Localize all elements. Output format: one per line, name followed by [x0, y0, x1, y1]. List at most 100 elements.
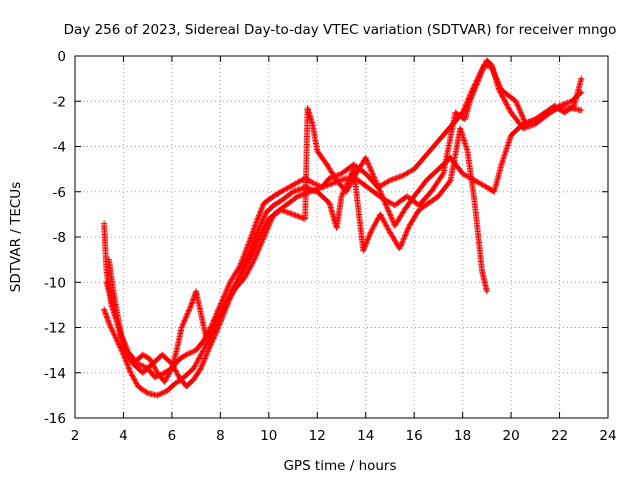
series-track-a — [101, 57, 585, 381]
x-tick-label: 2 — [71, 428, 80, 444]
data-point-segment — [110, 290, 124, 336]
x-tick-label: 10 — [260, 428, 277, 444]
data-point-segment — [173, 326, 185, 354]
data-markers — [101, 57, 585, 399]
data-point-segment — [205, 332, 218, 354]
data-point-segment — [147, 356, 160, 375]
y-tick-label: -2 — [53, 94, 66, 110]
data-point-segment — [457, 125, 470, 153]
data-point-segment — [355, 177, 373, 192]
x-tick-label: 6 — [168, 428, 177, 444]
data-point-segment — [377, 211, 393, 235]
chart-title: Day 256 of 2023, Sidereal Day-to-day VTE… — [64, 22, 617, 38]
data-point-segment — [331, 175, 348, 186]
data-point-segment — [411, 155, 426, 173]
data-point-segment — [522, 117, 537, 127]
data-point-segment — [314, 148, 330, 167]
x-tick-label: 4 — [119, 428, 128, 444]
data-point-segment — [198, 348, 211, 372]
data-point-segment — [391, 208, 407, 229]
data-point-segment — [362, 154, 378, 182]
data-point-segment — [248, 226, 262, 250]
data-point-segment — [411, 178, 429, 200]
data-point-segment — [183, 303, 194, 320]
data-point-segment — [561, 103, 576, 116]
x-tick-label: 14 — [357, 428, 374, 444]
y-tick-label: 0 — [57, 49, 66, 65]
data-point-segment — [190, 348, 206, 372]
data-point-segment — [466, 81, 480, 105]
data-point-segment — [270, 198, 283, 209]
series-track-d — [105, 62, 585, 385]
data-point-segment — [399, 166, 416, 179]
y-tick-label: -8 — [53, 230, 66, 246]
data-point-segment — [277, 182, 295, 195]
data-point-segment — [406, 208, 422, 229]
data-point-segment — [161, 366, 175, 385]
data-point-segment — [200, 330, 216, 354]
data-point-segment — [176, 352, 189, 363]
data-point-segment — [105, 256, 117, 295]
data-point-segment — [416, 200, 431, 213]
data-point-segment — [135, 383, 150, 396]
data-point-segment — [532, 110, 547, 123]
data-point-segment — [479, 267, 490, 295]
x-tick-label: 18 — [454, 428, 471, 444]
data-point-segment — [118, 331, 131, 354]
data-point-segment — [304, 105, 315, 126]
data-point-segment — [428, 171, 446, 195]
data-point-segment — [236, 240, 252, 270]
data-point-segment — [277, 189, 295, 204]
data-point-segment — [294, 189, 312, 200]
data-point-segment — [217, 280, 233, 308]
data-point-segment — [462, 99, 473, 123]
data-point-segment — [512, 98, 528, 126]
data-point-segment — [420, 144, 436, 161]
data-point-segment — [113, 335, 126, 357]
data-point-segment — [164, 382, 177, 394]
data-point-segment — [270, 189, 283, 200]
data-point-segment — [474, 63, 487, 87]
data-point-segment — [440, 122, 455, 139]
data-point-segment — [396, 224, 412, 252]
data-point-segment — [391, 194, 409, 209]
data-point-segment — [282, 194, 300, 209]
data-point-segment — [248, 230, 264, 259]
data-point-segment — [227, 264, 242, 286]
data-point-segment — [168, 348, 180, 372]
data-point-segment — [127, 369, 141, 388]
data-point-segment — [120, 351, 134, 375]
data-point-segment — [333, 194, 345, 231]
axis-ticks: 2 4 6 8 10 12 14 16 18 20 22 240-2-4-6-8-10-12-14-1… — [44, 49, 617, 444]
data-point-segment — [234, 262, 247, 286]
data-point-segment — [360, 230, 373, 254]
x-tick-label: 20 — [502, 428, 519, 444]
data-point-segment — [253, 201, 267, 225]
data-point-segment — [178, 314, 189, 331]
data-point-segment — [425, 194, 441, 207]
data-point-segment — [435, 178, 453, 200]
y-axis-label: SDTVAR / TECUs — [8, 182, 24, 292]
data-point-segment — [491, 163, 504, 195]
y-tick-label: -16 — [44, 411, 66, 427]
data-point-segment — [258, 217, 272, 236]
data-point-segment — [241, 258, 257, 281]
y-tick-label: -6 — [53, 185, 66, 201]
data-point-segment — [488, 64, 504, 92]
data-point-segment — [105, 320, 119, 341]
data-point-segment — [183, 377, 196, 390]
data-point-segment — [222, 287, 238, 308]
data-point-segment — [251, 235, 267, 263]
data-point-segment — [270, 203, 288, 218]
y-tick-label: -14 — [44, 366, 66, 382]
x-tick-label: 22 — [551, 428, 568, 444]
data-point-segment — [571, 75, 585, 109]
data-point-segment — [183, 347, 198, 358]
data-point-segment — [423, 167, 441, 184]
x-tick-label: 16 — [406, 428, 423, 444]
data-point-segment — [447, 126, 463, 184]
data-point-segment — [263, 203, 276, 216]
data-point-segment — [464, 148, 478, 205]
data-point-segment — [350, 166, 367, 252]
data-point-segment — [103, 279, 114, 302]
